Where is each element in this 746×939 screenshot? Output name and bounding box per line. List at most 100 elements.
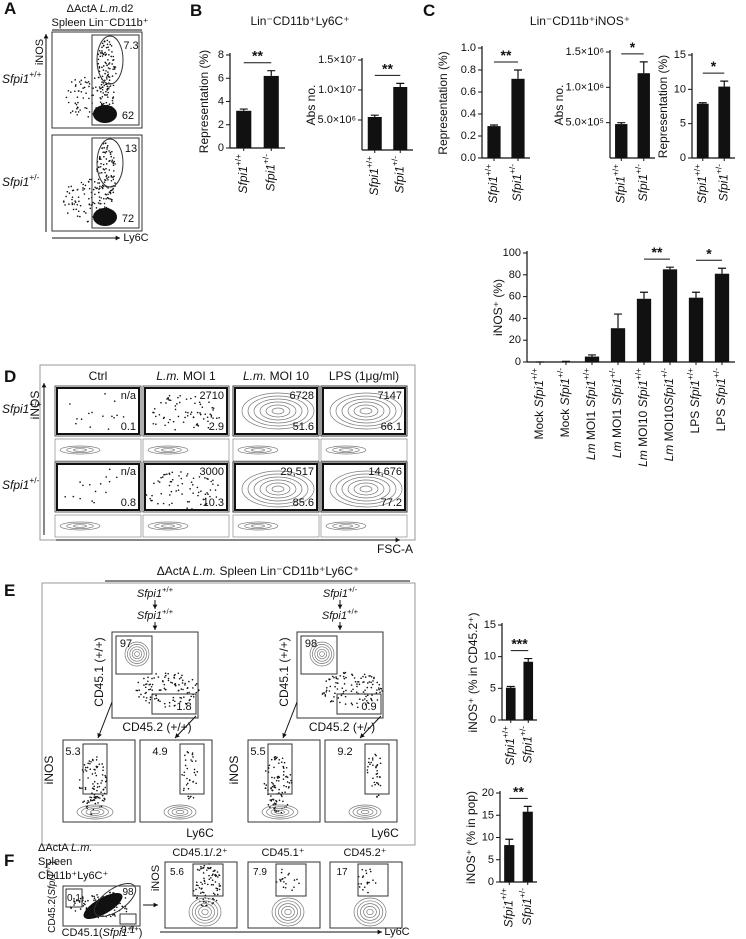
event-dot: [69, 112, 72, 114]
event-dot: [108, 468, 111, 471]
panel-letter: B: [190, 1, 202, 20]
arrow-head: [152, 625, 158, 630]
event-dot: [103, 147, 105, 149]
gate-value: 14,676: [368, 466, 402, 478]
event-dot: [214, 893, 216, 896]
event-dot: [333, 676, 335, 679]
event-dot: [362, 875, 365, 877]
event-dot: [102, 102, 105, 105]
event-dot: [143, 684, 145, 686]
event-dot: [198, 401, 201, 404]
event-dot: [278, 776, 281, 779]
event-dot: [83, 764, 86, 766]
event-dot: [100, 805, 103, 808]
contour: [237, 445, 279, 455]
axis-label: iNOS: [34, 39, 46, 65]
event-dot: [111, 63, 113, 65]
genotype-label: Sfpi1+/-: [2, 172, 40, 189]
event-dot: [98, 182, 101, 184]
event-dot: [168, 472, 171, 475]
contour: [66, 446, 94, 454]
event-dot: [188, 779, 191, 781]
genotype-label: Sfpi1+/-: [2, 475, 40, 492]
event-dot: [98, 157, 101, 159]
event-dot: [72, 208, 75, 211]
event-dot: [366, 694, 369, 697]
event-dot: [113, 909, 116, 911]
event-dot: [93, 768, 95, 771]
event-dot: [112, 187, 115, 190]
significance: **: [501, 47, 512, 63]
population-label: CD45.1/.2⁺: [172, 847, 228, 859]
event-dot: [216, 417, 218, 420]
contour: [271, 485, 285, 493]
event-dot: [105, 83, 107, 86]
event-dot: [284, 876, 286, 879]
event-dot: [85, 107, 88, 110]
panel-letter: D: [4, 367, 16, 386]
plot-frame: [62, 739, 136, 823]
event-dot: [112, 84, 115, 87]
event-dot: [173, 700, 176, 703]
contour: [366, 908, 374, 916]
event-dot: [113, 160, 116, 163]
event-dot: [106, 85, 109, 88]
event-dot: [106, 177, 108, 180]
event-dot: [76, 113, 79, 116]
event-dot: [91, 758, 94, 761]
event-dot: [103, 94, 106, 96]
gate-value: 66.1: [381, 421, 402, 433]
event-dot: [104, 774, 106, 777]
event-dot: [93, 799, 96, 801]
event-dot: [179, 700, 182, 703]
event-dot: [105, 198, 107, 200]
contour: [335, 395, 397, 427]
event-dot: [109, 85, 112, 87]
event-dot: [84, 106, 86, 109]
y-tick-label: 0.2: [461, 130, 476, 142]
event-dot: [155, 415, 157, 418]
contour: [160, 524, 176, 528]
event-dot: [102, 69, 105, 71]
event-dot: [275, 799, 277, 802]
panel-title: Lin⁻CD11b⁺iNOS⁺: [530, 14, 630, 28]
event-dot: [88, 83, 91, 85]
event-dot: [108, 86, 110, 88]
event-dot: [284, 791, 286, 794]
event-dot: [102, 766, 105, 768]
y-axis-label: Representation (%): [436, 51, 450, 154]
event-dot: [71, 203, 74, 206]
bar: [714, 273, 730, 362]
event-dot: [105, 101, 108, 104]
contour: [274, 900, 302, 924]
event-dot: [290, 779, 292, 782]
event-dot: [362, 691, 365, 693]
event-dot: [113, 417, 115, 419]
contour: [360, 903, 380, 921]
contour: [319, 651, 325, 657]
event-dot: [70, 907, 73, 909]
event-dot: [376, 699, 379, 701]
recipient-label: Sfpi1+/+: [322, 607, 359, 622]
axis-label: CD45.1(Sfpi1+/+): [62, 924, 143, 939]
event-dot: [177, 415, 180, 418]
event-dot: [186, 782, 189, 785]
event-dot: [373, 781, 376, 784]
event-dot: [111, 189, 114, 191]
contour: [325, 521, 367, 531]
event-dot: [85, 212, 87, 214]
event-dot: [164, 473, 166, 476]
event-dot: [83, 800, 86, 802]
event-dot: [113, 175, 115, 178]
event-dot: [78, 900, 81, 903]
gate-value: 4.9: [152, 746, 167, 758]
event-dot: [145, 697, 148, 699]
event-dot: [83, 188, 86, 190]
contour: [72, 524, 88, 528]
event-dot: [368, 681, 371, 683]
event-dot: [104, 193, 107, 195]
contour: [309, 641, 335, 667]
event-dot: [211, 879, 214, 881]
significance: **: [252, 47, 263, 63]
event-dot: [264, 787, 267, 789]
